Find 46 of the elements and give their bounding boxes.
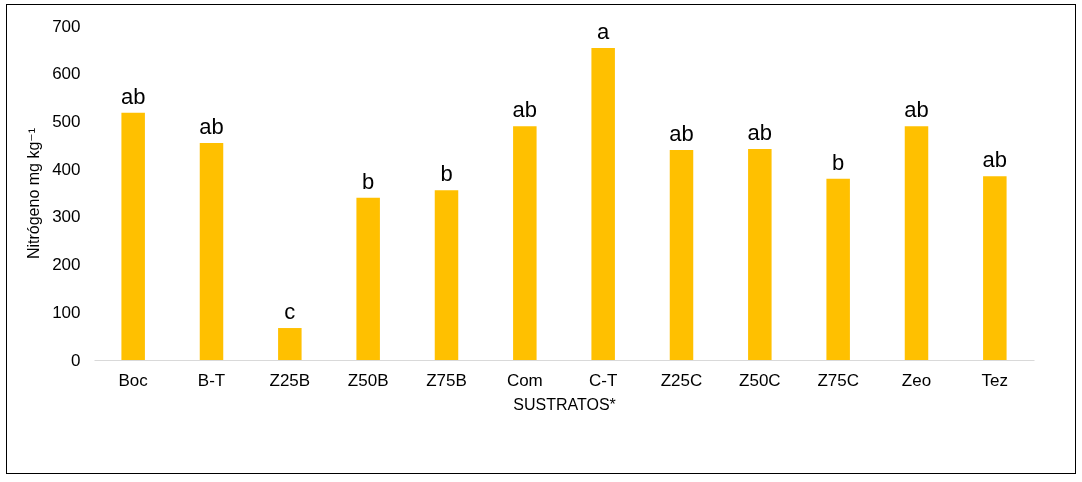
bar [434,190,459,360]
y-tick-label: 600 [52,64,81,84]
x-tick-label: Boc [118,370,149,390]
x-tick-label: Z25B [269,370,311,390]
annotation: ab [669,121,694,147]
y-axis-title: Nitrógeno mg kg⁻¹ [25,127,43,260]
x-tick-label: Zeo [901,370,932,390]
annotation: ab [982,147,1008,173]
bar [826,178,850,360]
x-tick-label: Z75C [817,370,859,390]
annotation: ab [747,120,773,146]
annotation: c [284,299,296,325]
bar [278,328,302,360]
bar [199,142,224,360]
y-tick-label: 300 [52,207,81,227]
annotation: b [832,149,845,175]
bar [983,176,1007,360]
bar [513,126,537,360]
y-tick-label: 400 [52,159,81,179]
y-tick-label: 100 [52,302,81,322]
annotation: a [597,18,611,44]
x-tick-label: Z75B [426,370,467,390]
x-tick-label: B-T [197,370,226,390]
y-tick-label: 0 [71,350,81,370]
y-tick-label: 500 [52,111,81,131]
bar [121,112,145,360]
annotation: b [362,168,375,194]
x-axis-title: SUSTRATOS* [513,395,616,413]
annotation: ab [512,97,538,123]
x-tick-label: Z25C [660,370,703,390]
annotation: ab [199,113,224,139]
bar [669,150,694,360]
annotation: ab [120,83,146,109]
x-tick-label: C-T [589,370,618,390]
bar [591,47,615,360]
x-tick-label: Z50C [739,370,781,390]
x-tick-label: Z50B [347,370,389,390]
annotation: ab [904,97,929,123]
y-tick-label: 200 [52,255,81,275]
bar [356,197,380,360]
x-tick-label: Com [506,370,543,390]
x-tick-label: Tez [981,370,1009,390]
bar [748,149,772,360]
y-tick-label: 700 [52,16,81,36]
bar [904,126,929,360]
annotation: b [440,161,453,187]
